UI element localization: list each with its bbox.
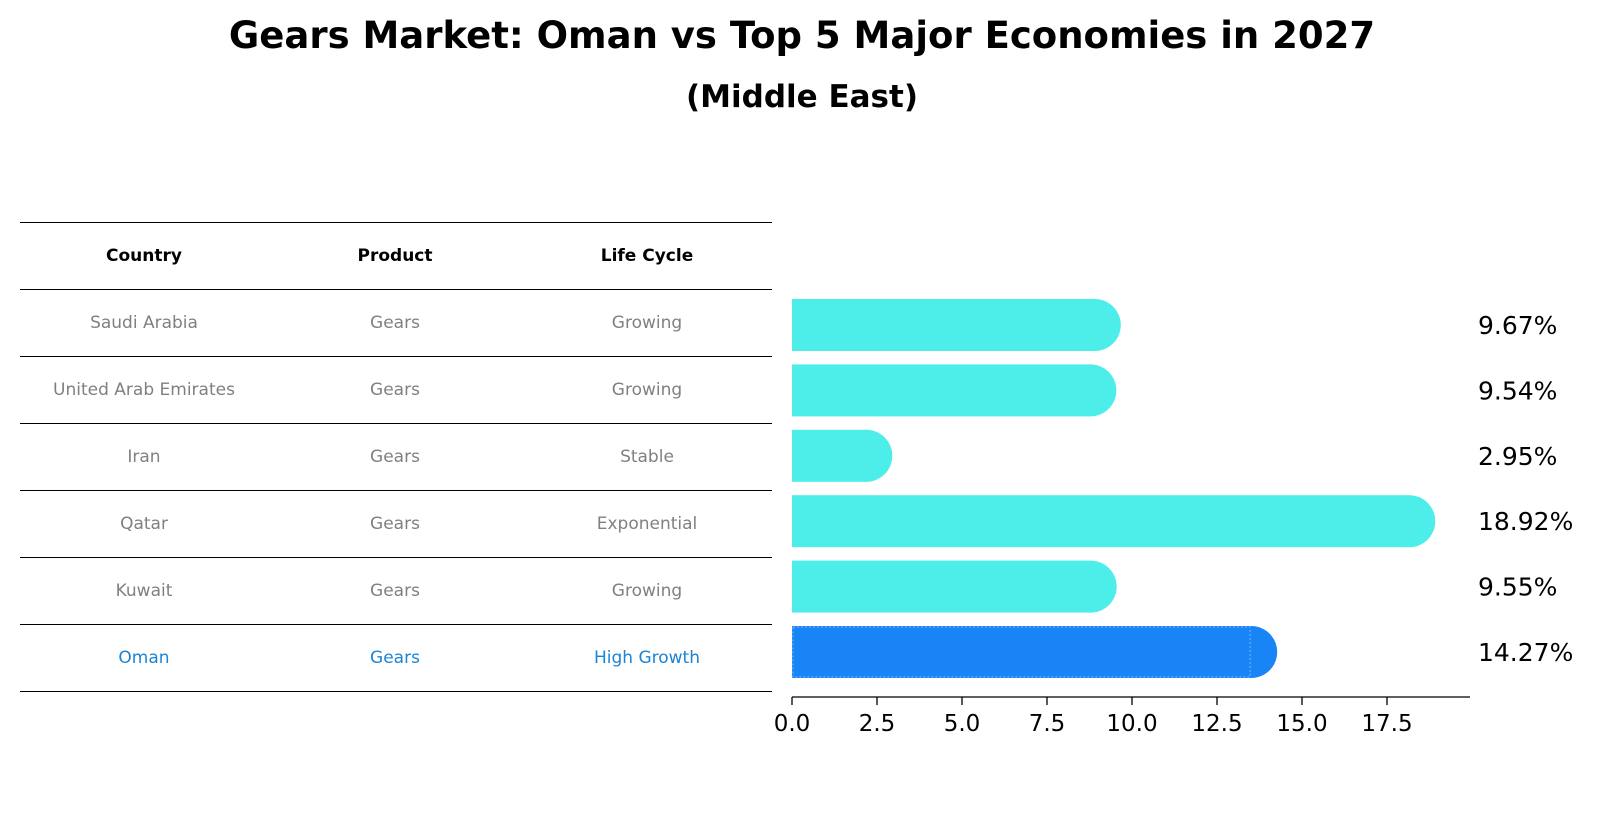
x-tick-label: 7.5 xyxy=(1029,711,1066,737)
row-life-cycle: Growing xyxy=(611,581,683,601)
bar-value-label: 9.55% xyxy=(1478,573,1557,602)
table-row: Kuwait Gears Growing xyxy=(20,558,772,625)
row-country: Qatar xyxy=(120,514,168,534)
row-life-cycle: Growing xyxy=(611,313,683,333)
x-tick-label: 0.0 xyxy=(774,711,811,737)
x-tick-label: 2.5 xyxy=(859,711,896,737)
data-table: Country Product Life Cycle Saudi Arabia … xyxy=(20,222,772,692)
row-country: Kuwait xyxy=(115,581,173,601)
bar-cap xyxy=(840,429,893,482)
row-product: Gears xyxy=(370,514,420,534)
row-country: United Arab Emirates xyxy=(53,380,235,400)
row-life-cycle: Stable xyxy=(620,447,674,467)
header-country: Country xyxy=(106,246,182,266)
x-tick-label: 5.0 xyxy=(944,711,981,737)
bar-value-label: 9.67% xyxy=(1478,311,1557,340)
row-country: Saudi Arabia xyxy=(90,313,198,333)
x-tick-label: 15.0 xyxy=(1276,711,1327,737)
row-product: Gears xyxy=(370,581,420,601)
row-product: Gears xyxy=(370,447,420,467)
table-header-row: Country Product Life Cycle xyxy=(20,222,772,290)
bar-cap xyxy=(1068,299,1121,351)
bar-cap xyxy=(1383,495,1436,548)
bar-oman xyxy=(792,626,1278,678)
bar-value-label: 14.27% xyxy=(1478,638,1573,667)
bar-body xyxy=(792,364,1091,417)
bar-value-label: 18.92% xyxy=(1478,507,1573,536)
x-tick-label: 12.5 xyxy=(1191,711,1242,737)
bar-body xyxy=(792,560,1091,613)
bar-united-arab-emirates xyxy=(792,364,1117,417)
table-row: Iran Gears Stable xyxy=(20,424,772,491)
row-life-cycle: Growing xyxy=(611,380,683,400)
bar-kuwait xyxy=(792,560,1117,613)
bar-qatar xyxy=(792,495,1436,548)
bar-value-label: 2.95% xyxy=(1478,442,1557,471)
bar-body xyxy=(792,626,1252,678)
chart-subtitle: (Middle East) xyxy=(685,79,918,115)
bar-saudi-arabia xyxy=(792,299,1121,351)
header-product: Product xyxy=(357,246,433,266)
row-product: Gears xyxy=(370,380,420,400)
bar-cap xyxy=(1064,560,1117,613)
bar-value-label: 9.54% xyxy=(1478,376,1557,405)
table-row: United Arab Emirates Gears Growing xyxy=(20,357,772,424)
bar-iran xyxy=(792,429,893,482)
row-product: Gears xyxy=(370,313,420,333)
bar-cap xyxy=(1225,626,1278,678)
table-row-highlight: Oman Gears High Growth xyxy=(20,625,772,692)
table-row: Qatar Gears Exponential xyxy=(20,491,772,558)
bar-body xyxy=(792,299,1095,351)
x-tick-label: 10.0 xyxy=(1106,711,1157,737)
row-life-cycle: Exponential xyxy=(596,514,698,534)
chart-title: Gears Market: Oman vs Top 5 Major Econom… xyxy=(228,14,1376,57)
x-tick-label: 17.5 xyxy=(1361,711,1412,737)
row-country: Oman xyxy=(118,648,170,668)
bar-highlight-outline xyxy=(792,626,1251,678)
row-country: Iran xyxy=(127,447,161,467)
row-product: Gears xyxy=(370,648,420,668)
table-row: Saudi Arabia Gears Growing xyxy=(20,290,772,357)
bar-body xyxy=(792,495,1410,548)
bar-cap xyxy=(1064,364,1117,417)
row-life-cycle: High Growth xyxy=(593,648,700,668)
header-life-cycle: Life Cycle xyxy=(600,246,694,266)
